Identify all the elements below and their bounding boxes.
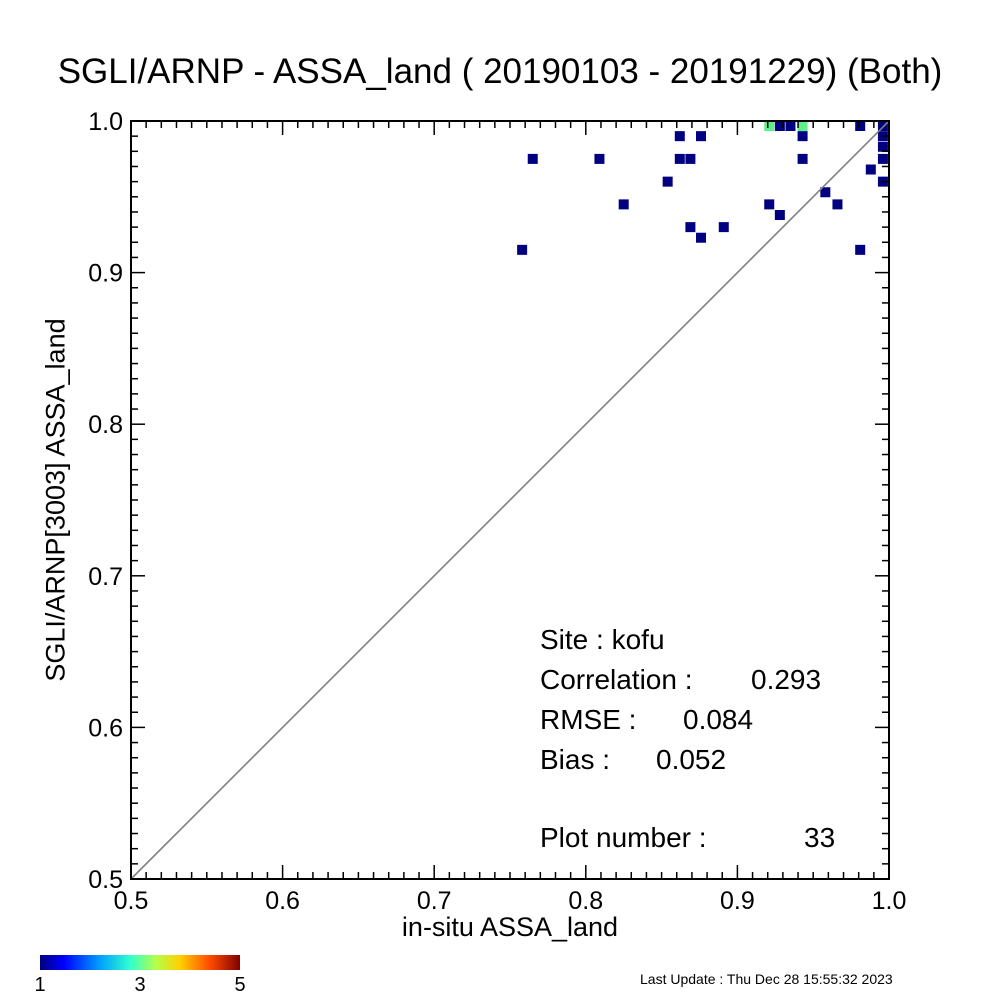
data-point [685, 222, 696, 233]
data-point [618, 199, 629, 210]
data-point [774, 209, 785, 220]
site-label: Site : [540, 624, 604, 655]
x-tick-label: 0.5 [114, 887, 149, 915]
axis-ticks: 0.5 0.6 0.7 0.8 0.9 1.0 0.5 0.6 0.7 0.8 0.9 1.0 [88, 108, 906, 915]
x-tick-label: 0.8 [568, 887, 603, 915]
data-point [785, 121, 796, 131]
data-point [877, 153, 888, 164]
data-point [674, 131, 685, 142]
colorbar-tick-mid: 3 [134, 974, 146, 996]
x-tick-label: 0.9 [720, 887, 755, 915]
data-point [696, 232, 707, 243]
x-tick-label: 0.6 [265, 887, 300, 915]
y-tick-label: 0.6 [88, 714, 123, 742]
data-point [855, 244, 866, 255]
data-point [774, 121, 785, 131]
x-tick-label: 1.0 [872, 887, 907, 915]
x-axis-label: in-situ ASSA_land [401, 912, 619, 942]
stat-correlation: Correlation : 0.293 [540, 664, 821, 696]
bias-label: Bias : [540, 744, 611, 775]
data-point [662, 176, 673, 187]
data-point [820, 187, 831, 198]
rmse-value: 0.084 [683, 704, 754, 735]
data-point [517, 244, 528, 255]
data-point [797, 153, 808, 164]
last-update-text: Last Update : Thu Dec 28 15:55:32 2023 [640, 971, 893, 987]
colorbar [40, 955, 240, 970]
data-point [718, 222, 729, 233]
chart-title: SGLI/ARNP - ASSA_land ( 20190103 - 20191… [57, 52, 943, 91]
data-points [517, 121, 888, 255]
one-to-one-line [130, 120, 890, 880]
correlation-label: Correlation : [540, 664, 693, 695]
data-point [685, 153, 696, 164]
x-tick-label: 0.7 [417, 887, 452, 915]
y-tick-label: 0.9 [88, 260, 123, 288]
colorbar-tick-min: 1 [34, 974, 46, 996]
colorbar-tick-max: 5 [234, 974, 246, 996]
data-point [594, 153, 605, 164]
data-point [696, 131, 707, 142]
stat-bias: Bias : 0.052 [540, 744, 726, 776]
y-tick-label: 0.8 [88, 411, 123, 439]
data-point [527, 153, 538, 164]
bias-value: 0.052 [656, 744, 727, 775]
data-point [764, 121, 775, 131]
site-value: kofu [611, 624, 665, 655]
data-point [764, 199, 775, 210]
data-point [877, 141, 888, 152]
y-tick-label: 0.5 [88, 866, 123, 894]
data-point [865, 164, 876, 175]
y-tick-label: 1.0 [88, 108, 123, 136]
plot-number-value: 33 [804, 822, 836, 853]
stat-rmse: RMSE : 0.084 [540, 704, 753, 736]
stat-site: Site : kofu [540, 624, 665, 656]
data-point [674, 153, 685, 164]
rmse-label: RMSE : [540, 704, 637, 735]
plot-number-label: Plot number : [540, 822, 707, 853]
data-point [797, 121, 808, 131]
data-point [797, 131, 808, 142]
data-point [855, 121, 866, 131]
stat-plot-number: Plot number : 33 [540, 822, 835, 854]
data-point [832, 199, 843, 210]
y-tick-label: 0.7 [88, 563, 123, 591]
correlation-value: 0.293 [751, 664, 822, 695]
y-axis-label: SGLI/ARNP[3003] ASSA_land [40, 318, 71, 682]
